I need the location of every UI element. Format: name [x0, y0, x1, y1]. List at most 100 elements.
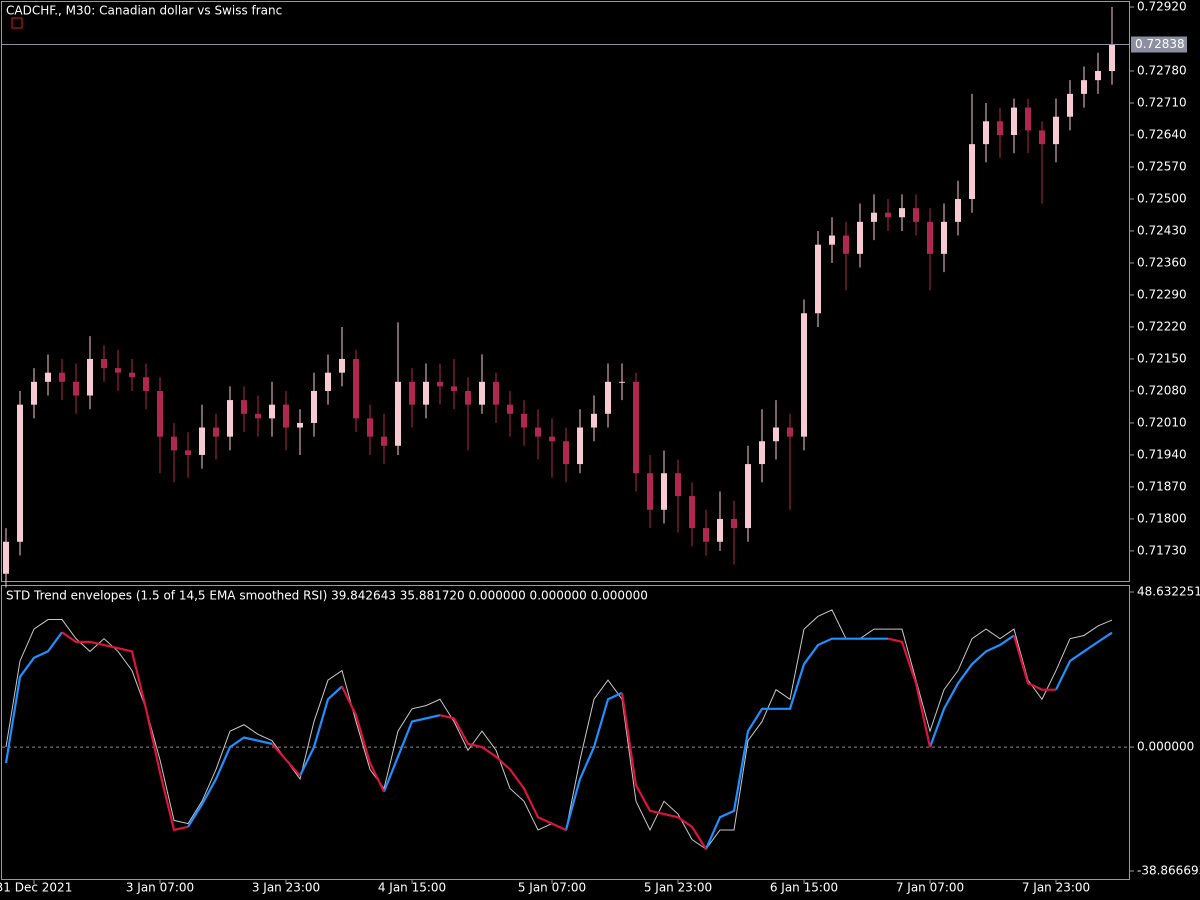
x-tick-label: 3 Jan 07:00 [126, 881, 194, 895]
candle-body [689, 496, 695, 529]
candle-body [549, 436, 555, 442]
candle-body [31, 381, 37, 405]
x-tick-label: 6 Jan 15:00 [770, 881, 838, 895]
candle-body [143, 377, 149, 391]
candle-body [423, 381, 429, 405]
indicator-line [61, 631, 1056, 850]
y-tick-label: 0.72640 [1137, 128, 1187, 142]
candle-body [675, 473, 681, 497]
candle-body [745, 464, 751, 529]
y-tick-label: 0.72920 [1137, 0, 1187, 14]
candle-body [213, 427, 219, 437]
candle-body [59, 372, 65, 382]
candle-body [1081, 80, 1087, 94]
candle-body [269, 404, 275, 419]
candle-body [899, 208, 905, 218]
candle-body [913, 208, 919, 222]
x-tick-label: 5 Jan 23:00 [644, 881, 712, 895]
candle-body [255, 413, 261, 419]
y-tick-label: 0.72080 [1137, 383, 1187, 397]
candle-body [577, 427, 583, 465]
candle-body [815, 244, 821, 314]
y-tick-label: 0.72500 [1137, 191, 1187, 205]
candle-body [591, 413, 597, 428]
y-tick-label: 0.71940 [1137, 447, 1187, 461]
candle-body [283, 404, 289, 428]
candle-body [787, 427, 793, 437]
candle-body [115, 368, 121, 373]
candle-body [353, 358, 359, 419]
y-tick-label: 0.72710 [1137, 96, 1187, 110]
candle-body [87, 358, 93, 396]
candle-body [535, 427, 541, 437]
candle-body [227, 400, 233, 437]
y-tick-label: 0.71870 [1137, 479, 1187, 493]
y-tick-label: 0.72430 [1137, 223, 1187, 237]
y-tick-label: 0.71730 [1137, 543, 1187, 557]
candle-body [1095, 71, 1101, 81]
candle-body [633, 381, 639, 474]
candle-body [493, 381, 499, 405]
candle-body [339, 358, 345, 373]
candle-body [773, 427, 779, 442]
indicator-line [4, 631, 1113, 850]
x-tick-label: 5 Jan 07:00 [518, 881, 586, 895]
candle-body [927, 221, 933, 254]
y-tick-label: 0.72360 [1137, 255, 1187, 269]
candle-body [857, 221, 863, 254]
candle-body [241, 400, 247, 414]
candle-body [717, 518, 723, 542]
candle-body [941, 221, 947, 254]
candle-body [3, 541, 9, 574]
candle-body [563, 441, 569, 465]
candle-body [885, 212, 891, 218]
candle-body [157, 390, 163, 437]
candle-body [297, 422, 303, 428]
candle-body [73, 381, 79, 396]
candle-body [381, 436, 387, 446]
candle-body [829, 235, 835, 245]
candle-body [1025, 107, 1031, 131]
candle-body [465, 390, 471, 405]
candle-body [185, 450, 191, 455]
candle-body [1067, 93, 1073, 117]
x-tick-label: 7 Jan 07:00 [896, 881, 964, 895]
candle-body [521, 413, 527, 428]
x-tick-label: 4 Jan 15:00 [378, 881, 446, 895]
candle-body [1039, 130, 1045, 145]
candle-body [619, 381, 625, 383]
candle-body [17, 404, 23, 542]
y-tick-label: 0.72010 [1137, 415, 1187, 429]
main-frame [1, 1, 1130, 582]
last-price-label: 0.72838 [1135, 37, 1185, 51]
candle-body [507, 404, 513, 414]
y-tick-label: 0.000000 [1137, 740, 1194, 754]
candle-body [801, 313, 807, 437]
main-title: CADCHF., M30: Canadian dollar vs Swiss f… [6, 4, 282, 18]
x-tick-label: 7 Jan 23:00 [1022, 881, 1090, 895]
y-tick-label: 0.72570 [1137, 159, 1187, 173]
y-tick-label: -38.866693 [1137, 863, 1200, 877]
candle-body [45, 372, 51, 382]
y-tick-label: 0.72220 [1137, 319, 1187, 333]
candle-body [367, 418, 373, 437]
x-tick-label: 3 Jan 23:00 [252, 881, 320, 895]
y-tick-label: 0.72290 [1137, 287, 1187, 301]
candle-body [1011, 107, 1017, 136]
candle-body [605, 381, 611, 414]
last-price-box [1131, 36, 1187, 53]
symbol-icon [11, 17, 23, 29]
y-tick-label: 0.71800 [1137, 511, 1187, 525]
indicator-title: STD Trend envelopes (1.5 of 14,5 EMA smo… [6, 589, 648, 603]
candle-body [843, 235, 849, 254]
candle-body [1109, 44, 1115, 72]
candle-body [661, 473, 667, 510]
candle-body [171, 436, 177, 451]
candle-body [731, 518, 737, 529]
candle-body [451, 386, 457, 391]
candle-body [759, 441, 765, 465]
candle-body [969, 144, 975, 199]
candle-body [983, 121, 989, 145]
